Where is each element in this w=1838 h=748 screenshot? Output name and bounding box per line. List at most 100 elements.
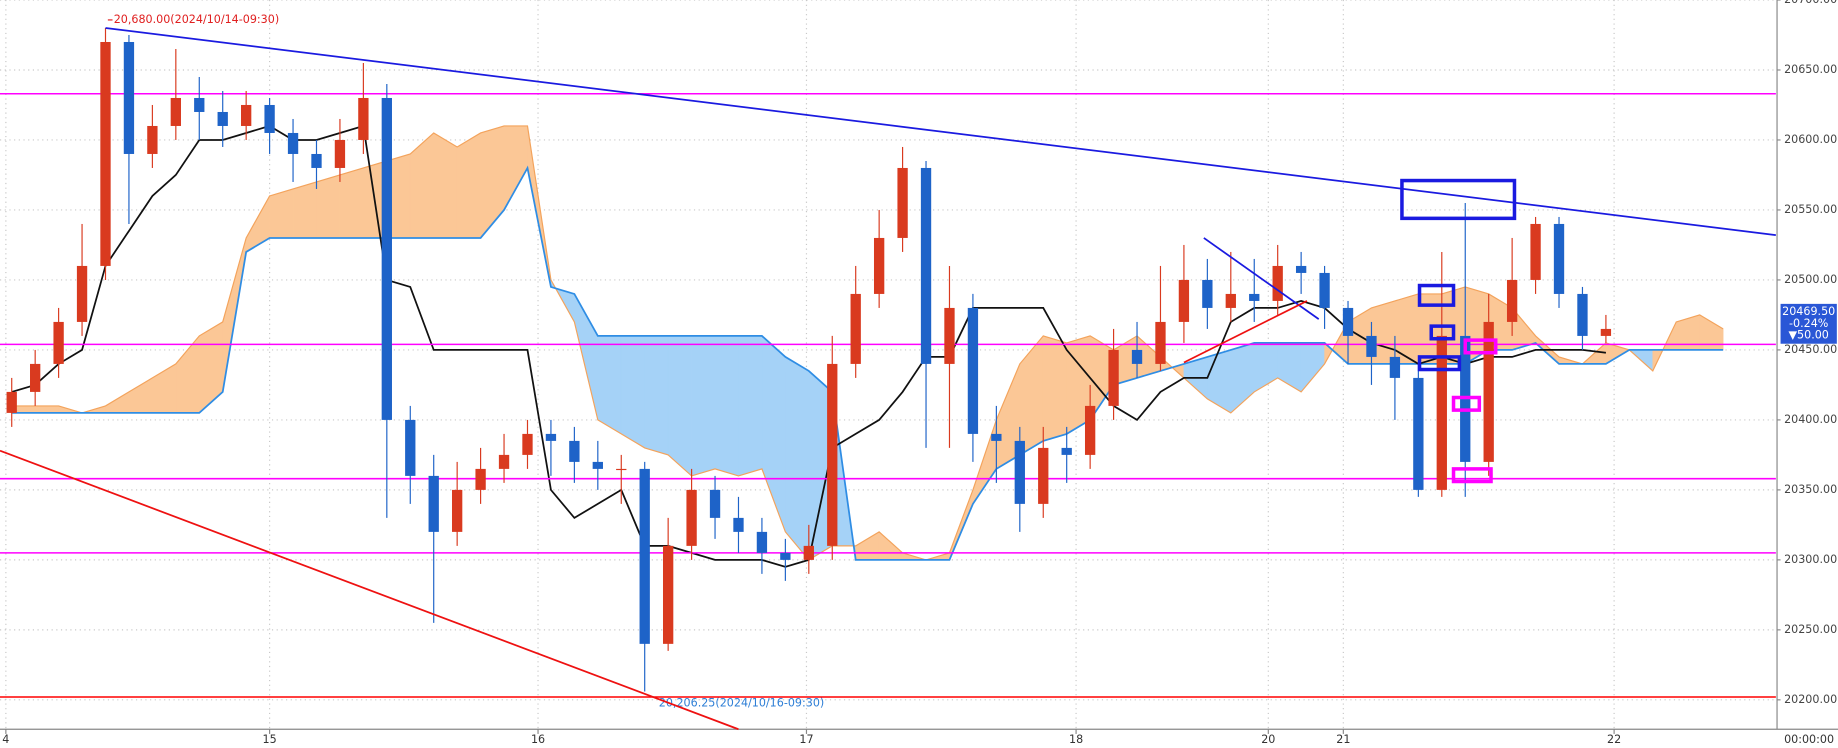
x-tick-label: 21 [1336,733,1350,746]
candle-body [1272,265,1283,301]
cloud-fill [34,405,59,414]
cloud-fill [339,167,364,239]
candle-body [1342,307,1354,336]
candle-body [1131,349,1143,364]
candle-body [827,363,838,546]
y-tick-label: 20200.00 [1784,693,1837,706]
candle-body [311,153,322,168]
candle-body [1319,272,1330,308]
x-tick-label: 16 [531,733,545,746]
candle-body [1506,279,1518,322]
cloud-fill [1394,293,1419,365]
x-tick-label: 18 [1069,733,1083,746]
trend-line [105,27,1776,237]
cloud-fill [433,132,458,239]
candle-body [475,468,486,490]
candle-body [241,104,252,126]
candle-body [1483,321,1494,462]
cloud-fill [644,335,669,456]
candle-body [30,363,41,392]
price-change: -0.24% [1789,317,1828,330]
cloud-fill [667,335,692,477]
candle-body [897,167,908,238]
cloud-fill [292,181,317,239]
cloud-fill [269,188,294,239]
x-tick-label: 22 [1607,733,1621,746]
cloud-fill [714,335,739,477]
candle-body [592,461,603,469]
candle-body [780,552,791,560]
high-annotation: 20,680.00(2024/10/14-09:30) [114,13,279,26]
candle-body [1038,447,1049,504]
cloud-fill [597,335,622,435]
price-box [1780,303,1837,344]
candle-body [967,307,979,434]
candle-body [217,111,228,126]
zone-box [1451,395,1482,412]
candle-body [944,307,955,364]
price-change-points: ▼50.00 [1788,329,1828,342]
time-label: 00:00:00 [1784,733,1834,746]
candle-body [1366,335,1377,357]
candle-body [686,489,697,546]
candle-body [545,433,557,441]
candle-body [498,454,510,469]
candle-body [170,97,181,126]
zone-box [1451,467,1493,484]
y-tick-label: 20600.00 [1784,133,1837,146]
candle-body [451,489,463,532]
candle-body [1061,447,1072,455]
zone-box [1463,338,1498,355]
trend-line [1183,300,1308,364]
zone-box [1417,283,1456,307]
candle-body [334,139,346,168]
candle-body [287,132,299,154]
candle-body [850,293,861,364]
y-tick-label: 20450.00 [1784,343,1837,356]
candle-body [405,419,416,476]
trend-line [0,449,739,731]
candle-body [147,125,158,154]
x-tick-label: 4 [2,733,9,746]
x-tick-label: 20 [1261,733,1275,746]
candle-body [1436,335,1447,490]
y-tick-label: 20350.00 [1784,483,1837,496]
candle-body [1389,356,1401,378]
candle-body [358,97,369,140]
y-tick-label: 20650.00 [1784,63,1837,76]
candle-body [76,265,88,322]
y-tick-label: 20300.00 [1784,553,1837,566]
candle-body [1084,405,1096,455]
candle-body [1155,321,1166,364]
candle-body [803,545,814,560]
candle-body [381,97,392,420]
x-tick-label: 17 [799,733,813,746]
cloud-fill [620,335,645,449]
candle-body [1295,265,1307,273]
candle-body [6,391,17,413]
candle-body [1600,328,1612,336]
candle-body [709,489,721,518]
candle-body [639,468,650,644]
cloud-fill [738,335,763,477]
candle-body [1577,293,1588,336]
candle-body [53,321,64,364]
cloud-fill [316,174,341,239]
candle-body [569,440,580,462]
candle-body [733,517,744,532]
candle-body [920,167,932,364]
y-tick-label: 20550.00 [1784,203,1837,216]
span-a-line [11,125,1724,561]
y-tick-label: 20250.00 [1784,623,1837,636]
zone-box [1400,178,1517,221]
candle-body [616,468,627,471]
candle-body [873,237,885,294]
candle-body [522,433,533,455]
cloud-fill [691,335,716,477]
candle-body [1178,279,1190,322]
candle-body [1413,377,1424,490]
y-tick-label: 20700.00 [1784,0,1837,6]
candle-body [1225,293,1236,308]
candle-body [991,433,1002,441]
